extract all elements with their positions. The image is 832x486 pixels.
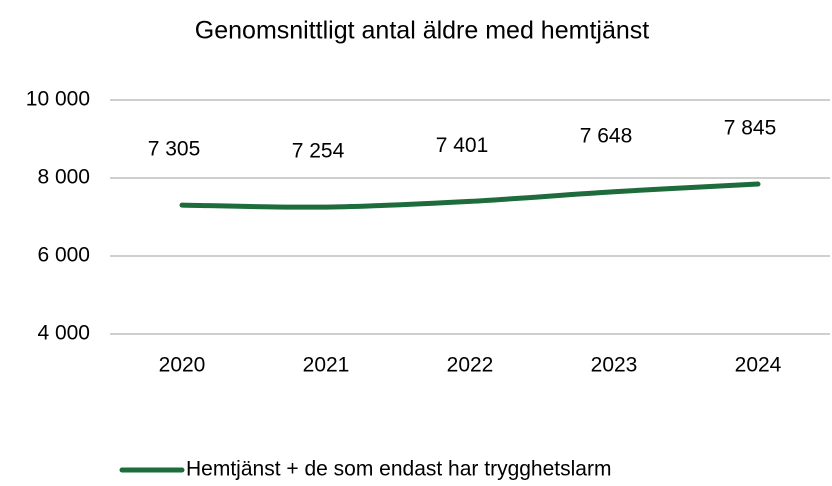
data-label: 7 845	[724, 117, 777, 140]
y-tick-label: 8 000	[37, 166, 90, 189]
x-tick-label: 2023	[591, 354, 638, 377]
data-label: 7 401	[436, 134, 489, 157]
x-tick-label: 2020	[159, 354, 206, 377]
legend-label: Hemtjänst + de som endast har trygghetsl…	[186, 458, 611, 481]
y-tick-label: 4 000	[37, 322, 90, 345]
y-tick-label: 6 000	[37, 244, 90, 267]
x-tick-label: 2021	[303, 354, 350, 377]
series-line	[179, 181, 761, 210]
x-tick-label: 2024	[735, 354, 782, 377]
data-label: 7 648	[580, 124, 633, 147]
data-label: 7 254	[292, 140, 345, 163]
x-tick-label: 2022	[447, 354, 494, 377]
y-tick-label: 10 000	[26, 88, 90, 111]
chart-title: Genomsnittligt antal äldre med hemtjänst	[195, 17, 649, 45]
data-label: 7 305	[148, 138, 201, 161]
